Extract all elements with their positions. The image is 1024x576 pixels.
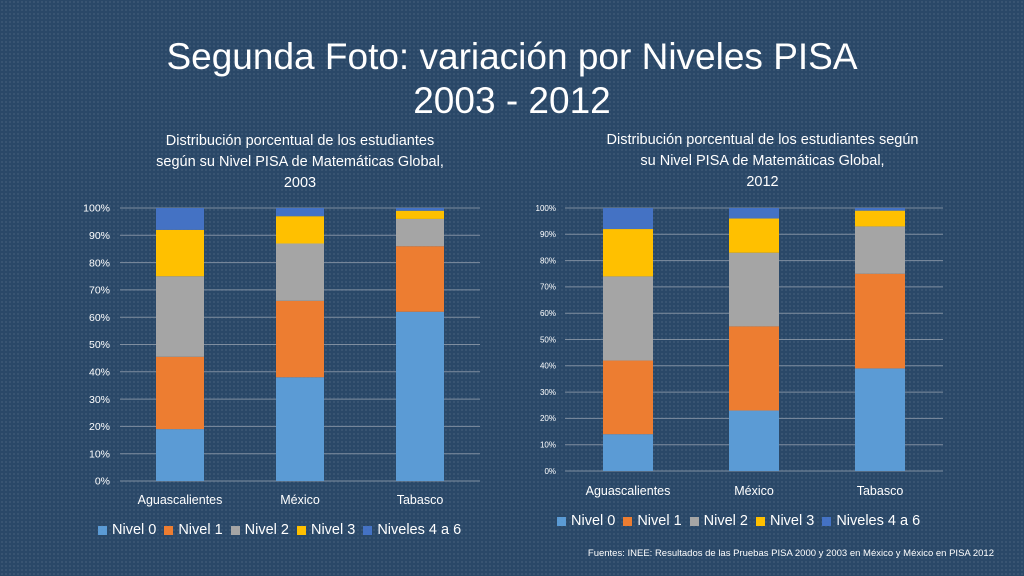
bar-segment <box>156 429 204 481</box>
legend-item: Nivel 3 <box>755 513 815 529</box>
y-tick-label: 0% <box>544 467 556 476</box>
bar-segment <box>276 243 324 301</box>
legend-swatch <box>98 525 107 535</box>
y-tick-label: 30% <box>540 388 556 397</box>
chart-title-2003: Distribución porcentual de los estudiant… <box>156 133 444 191</box>
bar-segment <box>156 356 204 430</box>
legend-2003: Nivel 0 Nivel 1 Nivel 2 Nivel 3 Niveles 4 a … <box>98 522 461 538</box>
legend-swatch <box>363 525 373 535</box>
y-tick-label: 100% <box>83 203 110 215</box>
bar-segment <box>603 229 653 277</box>
bar-segment <box>855 210 905 227</box>
x-category-label: Tabasco <box>397 493 444 507</box>
legend-swatch <box>557 516 566 526</box>
slide-title: Segunda Foto: variación por Niveles PISA <box>166 36 858 77</box>
bar-segment <box>729 252 779 327</box>
y-tick-label: 10% <box>89 448 110 460</box>
y-tick-label: 20% <box>540 414 556 423</box>
bar-segment <box>855 226 905 274</box>
legend-item: Niveles 4 a 6 <box>822 513 920 529</box>
bar-segment <box>855 368 905 471</box>
legend-item: Nivel 0 <box>557 513 615 529</box>
y-tick-label: 60% <box>89 312 110 324</box>
legend-swatch <box>623 516 633 526</box>
bar-segment <box>603 208 653 230</box>
legend-label: Nivel 3 <box>769 513 815 529</box>
y-tick-label: 50% <box>540 335 556 344</box>
x-category-label: México <box>734 484 774 498</box>
legend-swatch <box>689 516 699 526</box>
bar-segment <box>729 208 779 219</box>
y-tick-label: 80% <box>540 256 556 265</box>
legend-label: Nivel 0 <box>112 522 157 538</box>
legend-label: Nivel 2 <box>703 513 748 529</box>
y-tick-label: 60% <box>540 309 556 318</box>
bar-segment <box>729 326 779 411</box>
legend-label: Niveles 4 a 6 <box>377 522 462 538</box>
legend-2012: Nivel 0 Nivel 1 Nivel 2 Nivel 3 Niveles 4 a … <box>557 513 920 529</box>
x-category-label: Tabasco <box>857 484 904 498</box>
bar-segment <box>396 311 444 481</box>
bar-segment <box>603 360 653 435</box>
legend-label: Nivel 1 <box>637 513 682 529</box>
y-tick-label: 30% <box>89 394 110 406</box>
chart-title-2012: Distribución porcentual de los estudiant… <box>606 132 919 190</box>
bar-segment <box>729 218 779 253</box>
bar-segment <box>603 276 653 361</box>
bar-segment <box>396 208 444 211</box>
y-tick-label: 10% <box>540 441 556 450</box>
bar-segment <box>276 216 324 244</box>
legend-swatch <box>755 516 765 526</box>
legend-label: Nivel 2 <box>244 522 289 538</box>
legend-swatch <box>164 525 174 535</box>
legend-label: Nivel 1 <box>178 522 223 538</box>
legend-item: Niveles 4 a 6 <box>363 522 461 538</box>
y-tick-label: 90% <box>89 230 110 242</box>
legend-label: Nivel 0 <box>571 513 616 529</box>
y-tick-label: 40% <box>540 362 556 371</box>
bar-segment <box>855 208 905 211</box>
bar-segment <box>156 229 204 277</box>
x-category-label: México <box>280 493 320 507</box>
bar-segment <box>396 218 444 247</box>
legend-swatch <box>822 516 832 526</box>
y-tick-label: 90% <box>540 230 556 239</box>
legend-item: Nivel 2 <box>230 522 289 538</box>
legend-item: Nivel 0 <box>98 522 156 538</box>
legend-swatch <box>296 525 306 535</box>
bar-segment <box>855 273 905 369</box>
bar-segment <box>603 434 653 471</box>
legend-label: Nivel 3 <box>310 522 356 538</box>
bar-segment <box>276 377 324 481</box>
y-tick-label: 20% <box>89 421 110 433</box>
slide-subtitle: 2003 - 2012 <box>413 80 611 121</box>
bar-segment <box>729 410 779 471</box>
bar-segment <box>276 208 324 217</box>
bar-segment <box>276 300 324 378</box>
legend-label: Niveles 4 a 6 <box>836 513 921 529</box>
bar-segment <box>396 210 444 219</box>
legend-item: Nivel 3 <box>296 522 356 538</box>
y-tick-label: 40% <box>89 366 110 378</box>
source-note: Fuentes: INEE: Resultados de las Pruebas… <box>587 548 994 559</box>
legend-item: Nivel 2 <box>689 513 748 529</box>
bar-segment <box>396 246 444 312</box>
legend-item: Nivel 1 <box>164 522 223 538</box>
bar-segment <box>156 276 204 357</box>
y-tick-label: 0% <box>95 476 110 488</box>
y-tick-label: 100% <box>536 204 556 213</box>
y-tick-label: 50% <box>89 339 110 351</box>
y-tick-label: 80% <box>89 257 110 269</box>
legend-swatch <box>230 525 240 535</box>
x-category-label: Aguascalientes <box>138 493 223 507</box>
bar-segment <box>156 208 204 230</box>
x-category-label: Aguascalientes <box>586 484 671 498</box>
y-tick-label: 70% <box>540 283 556 292</box>
y-tick-label: 70% <box>89 285 110 297</box>
legend-item: Nivel 1 <box>623 513 682 529</box>
